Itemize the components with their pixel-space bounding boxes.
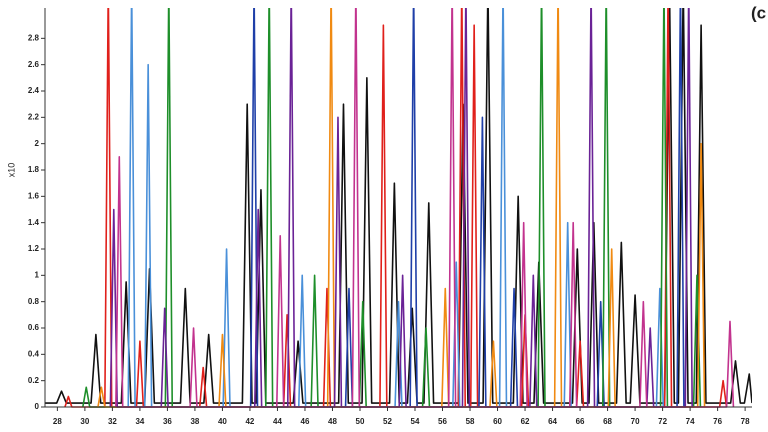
y-tick-label: 2.8: [28, 33, 40, 42]
y-tick-label: 1.2: [28, 244, 40, 253]
y-tick-label: 1: [35, 270, 40, 279]
x-tick-label: 58: [466, 417, 475, 426]
x-tick-label: 68: [603, 417, 612, 426]
x-tick-label: 42: [245, 417, 254, 426]
x-tick-label: 28: [53, 417, 62, 426]
panel-label: (c: [751, 3, 766, 22]
x-tick-label: 44: [273, 417, 282, 426]
y-tick-label: 2.2: [28, 112, 40, 121]
x-tick-label: 48: [328, 417, 337, 426]
y-tick-label: 0.6: [28, 323, 40, 332]
y-tick-label: 0.8: [28, 297, 40, 306]
y-tick-label: 1.6: [28, 191, 40, 200]
x-tick-label: 54: [411, 417, 420, 426]
x-tick-label: 36: [163, 417, 172, 426]
x-tick-label: 52: [383, 417, 392, 426]
trace: [64, 8, 728, 408]
x-tick-label: 64: [548, 417, 557, 426]
x-tick-label: 74: [686, 417, 695, 426]
y-tick-label: 0: [35, 402, 40, 411]
x-tick-label: 70: [631, 417, 640, 426]
x-tick-label: 62: [521, 417, 530, 426]
trace: [127, 8, 665, 408]
x-tick-label: 32: [108, 417, 117, 426]
trace: [82, 8, 702, 408]
y-tick-label: 1.4: [28, 218, 40, 227]
x-tick-label: 66: [576, 417, 585, 426]
y-tick-label: 2.4: [28, 86, 40, 95]
x-tick-label: 46: [301, 417, 310, 426]
y-tick-label: 2: [35, 139, 40, 148]
x-tick-label: 72: [658, 417, 667, 426]
x-tick-label: 38: [190, 417, 199, 426]
y-tick-label: 1.8: [28, 165, 40, 174]
x-tick-label: 56: [438, 417, 447, 426]
y-tick-label: 0.4: [28, 349, 40, 358]
x-tick-label: 76: [713, 417, 722, 426]
x-tick-label: 50: [356, 417, 365, 426]
y-tick-label: 2.6: [28, 60, 40, 69]
x-tick-label: 40: [218, 417, 227, 426]
trace: [115, 8, 735, 408]
x-tick-label: 60: [493, 417, 502, 426]
y-axis-label: x10: [6, 163, 16, 178]
y-tick-label: 0.2: [28, 376, 40, 385]
traces: [45, 8, 752, 408]
x-tick-label: 78: [741, 417, 750, 426]
x-tick-label: 34: [135, 417, 144, 426]
x-tick-label: 30: [80, 417, 89, 426]
